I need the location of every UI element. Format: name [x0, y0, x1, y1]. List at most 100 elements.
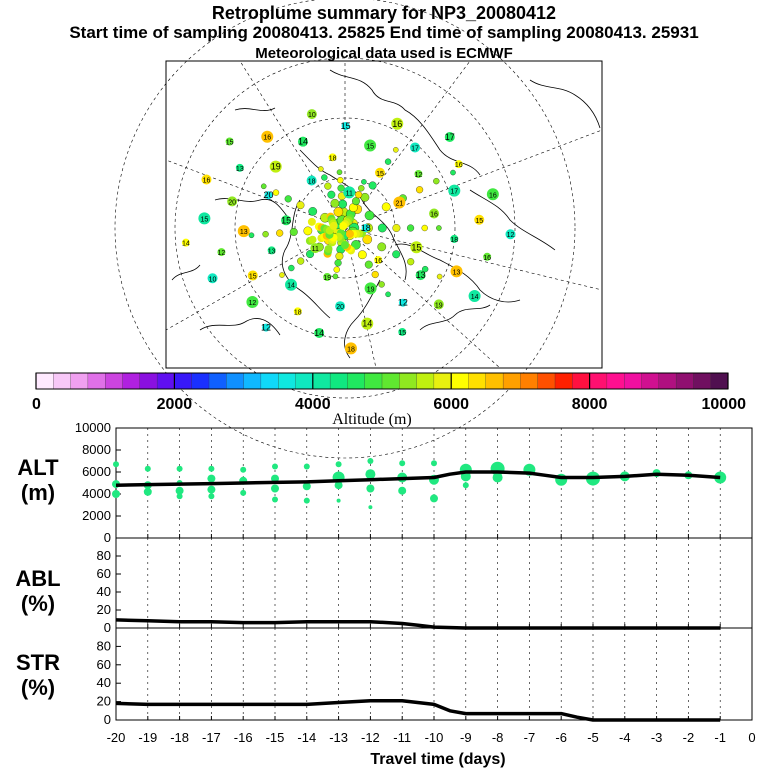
plume-blob [308, 207, 318, 216]
map-day-number: 20 [228, 199, 236, 206]
plume-blob [362, 234, 373, 245]
plume-blob [407, 224, 415, 232]
map-day-number: 15 [226, 139, 234, 146]
abl-label-unit: (%) [20, 591, 56, 616]
map-day-number: 12 [218, 250, 226, 257]
alt-point [303, 497, 310, 504]
alt-point [398, 486, 407, 495]
colorbar-label: Altitude (m) [332, 411, 412, 428]
colorbar-swatch [433, 372, 452, 390]
map-marker [306, 109, 317, 120]
map-marker [454, 160, 463, 169]
alt-point [144, 465, 151, 472]
plume-blob [324, 182, 332, 190]
plume-core-blob [329, 221, 338, 230]
map-marker [344, 342, 357, 355]
x-tick-label: -6 [555, 730, 567, 745]
colorbar-swatch [139, 372, 158, 390]
abl-panel-label: ABL (%) [8, 566, 68, 616]
map-marker [474, 214, 485, 225]
colorbar-tick-label: 10000 [702, 396, 747, 413]
x-tick-label: -5 [587, 730, 599, 745]
plume-blob [364, 260, 373, 269]
map-day-number: 13 [240, 229, 248, 236]
map-day-number: 15 [411, 242, 421, 252]
x-tick-label: -14 [297, 730, 316, 745]
map-marker [414, 169, 423, 178]
plume-blob [393, 147, 399, 153]
map-marker [201, 174, 212, 185]
map-day-number: 16 [392, 119, 402, 129]
plume-blob [416, 186, 424, 194]
map-marker [198, 212, 211, 225]
plume-blob [378, 281, 385, 288]
str-line [115, 698, 721, 722]
colorbar-swatch [191, 372, 210, 390]
meteorology-subtitle: Meteorological data used is ECMWF [255, 45, 513, 62]
colorbar-swatch [554, 372, 573, 390]
x-axis-title: Travel time (days) [370, 751, 505, 768]
colorbar-swatch [208, 372, 227, 390]
alt-point [336, 498, 341, 503]
map-marker [246, 295, 259, 308]
colorbar-swatch [502, 372, 521, 390]
map-marker [261, 130, 274, 143]
alt-point [271, 474, 279, 483]
str-label-unit: (%) [20, 675, 56, 700]
x-tick-label: -7 [524, 730, 536, 745]
plume-blob [450, 169, 456, 176]
plume-blob [327, 190, 336, 199]
abl-panel: 0 20 40 60 80 [97, 537, 753, 635]
map-marker [267, 246, 276, 255]
map-frame [165, 60, 603, 369]
map-marker [486, 188, 499, 201]
alt-point [176, 493, 183, 500]
plume-blob [262, 231, 269, 238]
map-day-number: 16 [455, 162, 463, 169]
map-day-number: 15 [341, 121, 351, 131]
x-tick-label: -19 [138, 730, 157, 745]
y-tick-label: 40 [97, 584, 111, 599]
map-day-number: 15 [200, 216, 208, 223]
map-day-number: 17 [450, 189, 458, 196]
plume-blob [352, 197, 360, 206]
alt-point [399, 460, 406, 467]
colorbar-swatch [537, 372, 556, 390]
y-tick-label: 20 [97, 694, 111, 709]
colorbar-swatch [156, 372, 175, 390]
colorbar-swatch [53, 372, 72, 390]
colorbar-tick-label: 2000 [157, 396, 193, 413]
map-marker [410, 142, 421, 153]
map-day-number: 12 [507, 232, 515, 239]
alt-point [271, 484, 279, 493]
map-marker [364, 282, 377, 295]
colorbar-swatch [451, 372, 469, 390]
map-day-number: 19 [435, 302, 443, 309]
map-day-number: 15 [376, 171, 384, 178]
map-marker [433, 299, 444, 310]
x-tick-label: -20 [107, 730, 126, 745]
x-tick-label: -17 [202, 730, 221, 745]
x-tick-label: -4 [619, 730, 631, 745]
map-day-number: 14 [362, 319, 372, 329]
map-marker [361, 224, 370, 232]
plume-blob [338, 199, 347, 209]
altitude-colorbar: 0 2000 4000 6000 8000 10000 Altitude (m) [32, 372, 747, 428]
y-tick-label: 4000 [82, 486, 111, 501]
colorbar-swatch [87, 372, 106, 390]
map-day-number: 15 [249, 273, 257, 280]
map-marker [237, 225, 250, 238]
abl-line [115, 618, 721, 630]
colorbar-swatch [243, 372, 262, 390]
x-tick-label: -16 [234, 730, 253, 745]
plume-blob [436, 273, 443, 280]
y-tick-label: 40 [97, 675, 111, 690]
map-day-number: 18 [347, 346, 355, 353]
map-day-number: 16 [483, 255, 491, 262]
alt-point [240, 466, 247, 473]
alt-point [112, 490, 120, 498]
map-day-number: 20 [336, 304, 344, 311]
plume-blob [332, 273, 339, 280]
map-marker [217, 248, 226, 257]
colorbar-swatch [624, 372, 642, 390]
